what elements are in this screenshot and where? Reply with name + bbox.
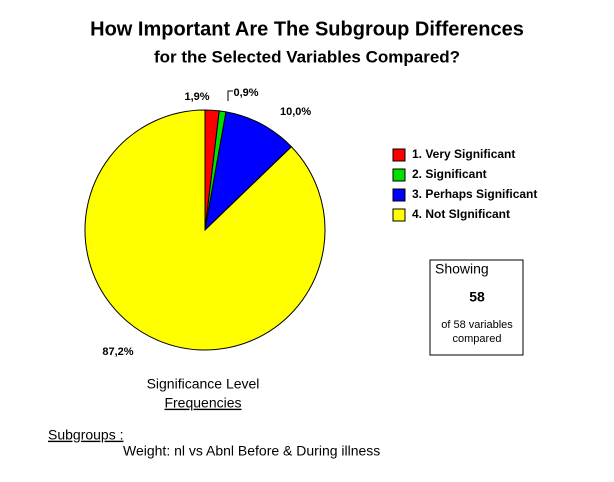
summary-count: 58 <box>469 289 485 305</box>
pie-slice <box>204 111 293 232</box>
legend-swatch <box>392 188 406 202</box>
caption: Significance Level <box>147 376 260 392</box>
pie-slice <box>84 109 326 351</box>
value-label: 87,2% <box>102 346 133 358</box>
legend-label: 4. Not SIgnificant <box>412 207 510 221</box>
summary-note: of 58 variables <box>441 319 513 331</box>
chart-title: How Important Are The Subgroup Differenc… <box>90 18 524 40</box>
legend-swatch <box>392 168 406 182</box>
value-label: 10,0% <box>280 106 311 118</box>
subgroups-heading: Subgroups : <box>48 427 124 443</box>
value-label: 1,9% <box>184 91 209 103</box>
summary-box <box>429 259 524 356</box>
value-label: 0,9% <box>233 87 258 99</box>
subgroups-text: Weight: nl vs Abnl Before & During illne… <box>123 443 380 459</box>
leader-line <box>227 90 233 101</box>
summary-heading: Showing <box>435 261 489 277</box>
legend-swatch <box>392 148 406 162</box>
summary-note: compared <box>453 333 502 345</box>
caption: Frequencies <box>164 395 241 411</box>
chart-subtitle: for the Selected Variables Compared? <box>154 47 460 66</box>
legend-label: 1. Very Significant <box>412 147 515 161</box>
legend-label: 2. Significant <box>412 167 487 181</box>
legend-swatch <box>392 208 406 222</box>
legend-label: 3. Perhaps Significant <box>412 187 537 201</box>
